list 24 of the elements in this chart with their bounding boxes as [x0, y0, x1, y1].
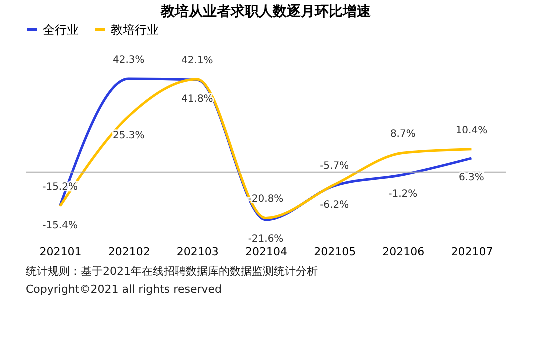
x-tick-label: 202105 [314, 246, 356, 258]
data-label: -15.4% [42, 220, 78, 232]
data-label: 8.7% [390, 129, 416, 140]
data-label: -21.6% [248, 234, 284, 245]
data-label: 41.8% [182, 94, 214, 106]
legend-label: 教培行业 [111, 22, 159, 37]
x-tick-label: 202106 [382, 246, 425, 258]
x-tick-label: 202104 [246, 246, 288, 258]
x-tick-label: 202102 [108, 246, 150, 258]
text: 统计规则：基于2021年在线招聘数据库的数据监测统计分析 [26, 265, 318, 278]
x-tick-label: 202103 [176, 246, 219, 258]
data-label: 25.3% [112, 130, 145, 142]
data-label: -1.2% [388, 188, 418, 200]
data-label: -6.2% [320, 200, 350, 212]
text: Copyright©2021 all rights reserved [26, 283, 222, 296]
data-label: -5.7% [320, 160, 350, 172]
x-tick-label: 202101 [40, 246, 82, 258]
data-label: 10.4% [456, 125, 488, 136]
data-label: 42.3% [112, 55, 145, 66]
chart-title: 教培从业者求职人数逐月环比增速 [160, 3, 372, 20]
x-tick-label: 202107 [451, 246, 494, 258]
data-label: 42.1% [182, 55, 214, 66]
data-label: 6.3% [459, 172, 484, 184]
legend-label: 全行业 [43, 22, 79, 37]
